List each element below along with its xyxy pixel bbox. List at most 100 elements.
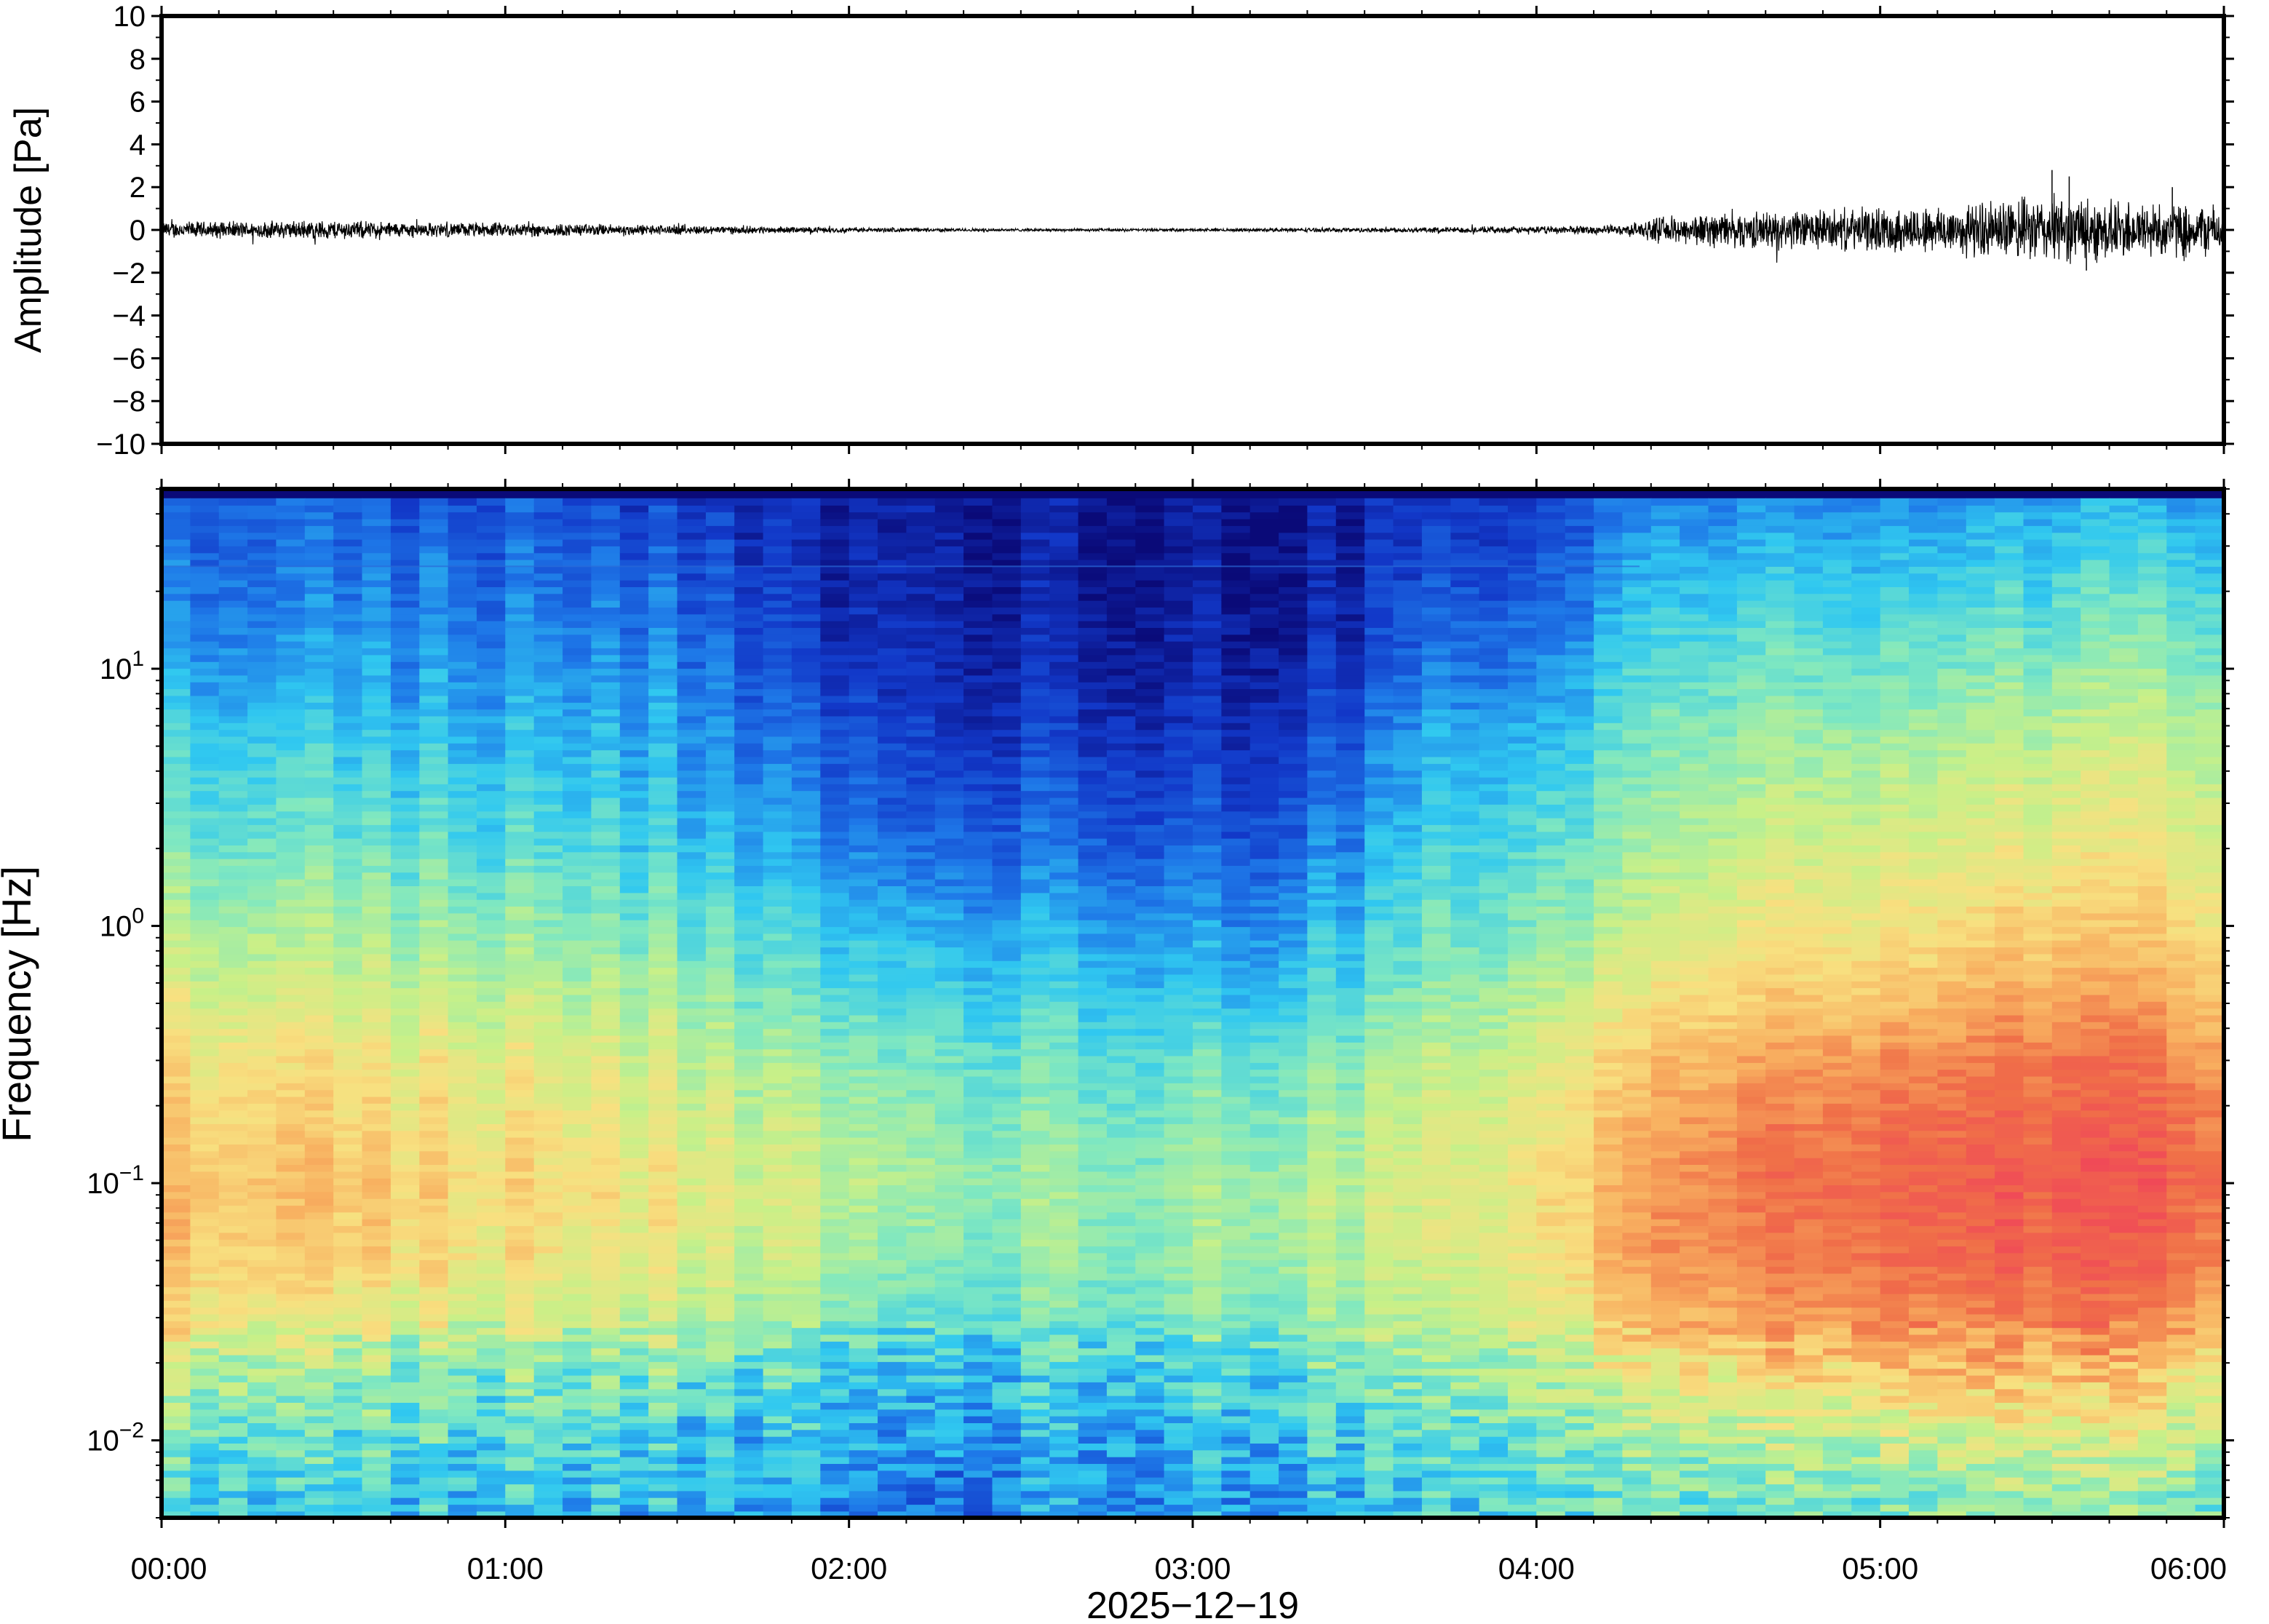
- spectrogram-cell: [190, 579, 220, 587]
- spectrogram-cell: [304, 1436, 334, 1444]
- spectrogram-cell: [791, 729, 822, 737]
- spectrogram-cell: [333, 1185, 363, 1193]
- spectrogram-cell: [648, 688, 678, 696]
- spectrogram-cell: [820, 933, 850, 941]
- spectrogram-cell: [563, 1008, 592, 1016]
- spectrogram-cell: [963, 1116, 993, 1124]
- spectrogram-cell: [362, 1504, 392, 1512]
- spectrogram-cell: [304, 1232, 334, 1240]
- spectrogram-cell: [934, 899, 964, 907]
- spectrogram-cell: [705, 1252, 736, 1260]
- spectrogram-cell: [963, 648, 993, 656]
- spectrogram-cell: [878, 1205, 907, 1213]
- spectrogram-cell: [533, 600, 563, 608]
- spectrogram-cell: [791, 940, 822, 948]
- spectrogram-cell: [591, 1456, 621, 1464]
- spectrogram-cell: [362, 1144, 392, 1152]
- spectrogram-cell: [190, 756, 220, 764]
- spectrogram-cell: [1078, 1504, 1108, 1512]
- spectrogram-cell: [276, 715, 306, 723]
- spectrogram-cell: [734, 1137, 764, 1145]
- spectrogram-cell: [763, 674, 792, 682]
- spectrogram-cell: [477, 1300, 506, 1308]
- spectrogram-cell: [505, 1042, 535, 1050]
- spectrogram-cell: [906, 756, 936, 764]
- spectrogram-cell: [448, 1361, 477, 1369]
- spectrogram-cell: [705, 1497, 736, 1505]
- spectrogram-cell: [390, 790, 421, 798]
- spectrogram-cell: [362, 1395, 392, 1403]
- spectrogram-cell: [362, 620, 392, 628]
- spectrogram-cell: [390, 1205, 421, 1213]
- spectrogram-cell: [820, 1449, 850, 1457]
- spectrogram-cell: [533, 797, 563, 805]
- spectrogram-cell: [276, 1484, 306, 1492]
- waveform-ytick-label-7: 4: [130, 129, 146, 161]
- spectrogram-cell: [333, 1293, 363, 1301]
- spectrogram-cell: [677, 1239, 707, 1247]
- spectrogram-cell: [906, 1395, 936, 1403]
- spectrogram-cell: [763, 1449, 792, 1457]
- spectrogram-cell: [333, 940, 363, 948]
- spectrogram-cell: [591, 1348, 621, 1356]
- spectrogram-cell: [963, 668, 993, 676]
- spectrogram-cell: [505, 620, 535, 628]
- spectrogram-cell: [705, 1219, 736, 1227]
- spectrogram-cell: [333, 682, 363, 690]
- spectrogram-cell: [276, 1388, 306, 1396]
- spectrogram-cell: [477, 566, 506, 574]
- spectrogram-cell: [705, 920, 736, 928]
- spectrogram-cell: [591, 634, 621, 642]
- spectrogram-cell: [1049, 736, 1079, 744]
- spectrogram-cell: [218, 1246, 248, 1254]
- spectrogram-cell: [477, 1463, 506, 1471]
- spectrogram-cell: [963, 1042, 993, 1050]
- spectrogram-cell: [304, 1022, 334, 1030]
- spectrogram-cell: [276, 933, 306, 941]
- spectrogram-cell: [619, 1164, 649, 1172]
- spectrogram-cell: [878, 682, 907, 690]
- spectrogram-cell: [963, 1409, 993, 1417]
- spectrogram-cell: [505, 776, 535, 784]
- spectrogram-cell: [705, 1490, 736, 1498]
- spectrogram-cell: [820, 1429, 850, 1437]
- spectrogram-cell: [648, 512, 678, 520]
- spectrogram-cell: [304, 573, 334, 581]
- spectrogram-cell: [591, 1388, 621, 1396]
- spectrogram-cell: [276, 763, 306, 771]
- spectrogram-cell: [477, 967, 506, 975]
- spectrogram-cell: [362, 715, 392, 723]
- spectrogram-cell: [791, 546, 822, 554]
- spectrogram-cell: [505, 1110, 535, 1118]
- spectrogram-cell: [906, 1211, 936, 1219]
- spectrogram-cell: [791, 1022, 822, 1030]
- spectrogram-cell: [533, 1089, 563, 1097]
- spectrogram-cell: [505, 654, 535, 662]
- spectrogram-cell: [677, 1130, 707, 1138]
- spectrogram-cell: [934, 1293, 964, 1301]
- spectrogram-cell: [247, 858, 277, 866]
- spectrogram-cell: [333, 1028, 363, 1036]
- spectrogram-cell: [878, 1144, 907, 1152]
- spectrogram-cell: [563, 1484, 592, 1492]
- spectrogram-cell: [247, 878, 277, 886]
- spectrogram-cell: [563, 532, 592, 540]
- spectrogram-cell: [648, 1130, 678, 1138]
- spectrogram-cell: [505, 688, 535, 696]
- spectrogram-cell: [362, 579, 392, 587]
- spectrogram-cell: [791, 1103, 822, 1111]
- spectrogram-cell: [820, 1334, 850, 1342]
- spectrogram-cell: [247, 987, 277, 995]
- spectrogram-cell: [906, 1062, 936, 1070]
- spectrogram-cell: [878, 1341, 907, 1349]
- spectrogram-cell: [1049, 1259, 1079, 1267]
- spectrogram-cell: [362, 1055, 392, 1063]
- spectrogram-cell: [563, 1300, 592, 1308]
- spectrogram-cell: [619, 1022, 649, 1030]
- spectrogram-cell: [247, 1116, 277, 1124]
- spectrogram-cell: [276, 858, 306, 866]
- spectrogram-cell: [390, 920, 421, 928]
- spectrogram-cell: [734, 538, 764, 546]
- spectrogram-cell: [1020, 1089, 1050, 1097]
- spectrogram-cell: [734, 1164, 764, 1172]
